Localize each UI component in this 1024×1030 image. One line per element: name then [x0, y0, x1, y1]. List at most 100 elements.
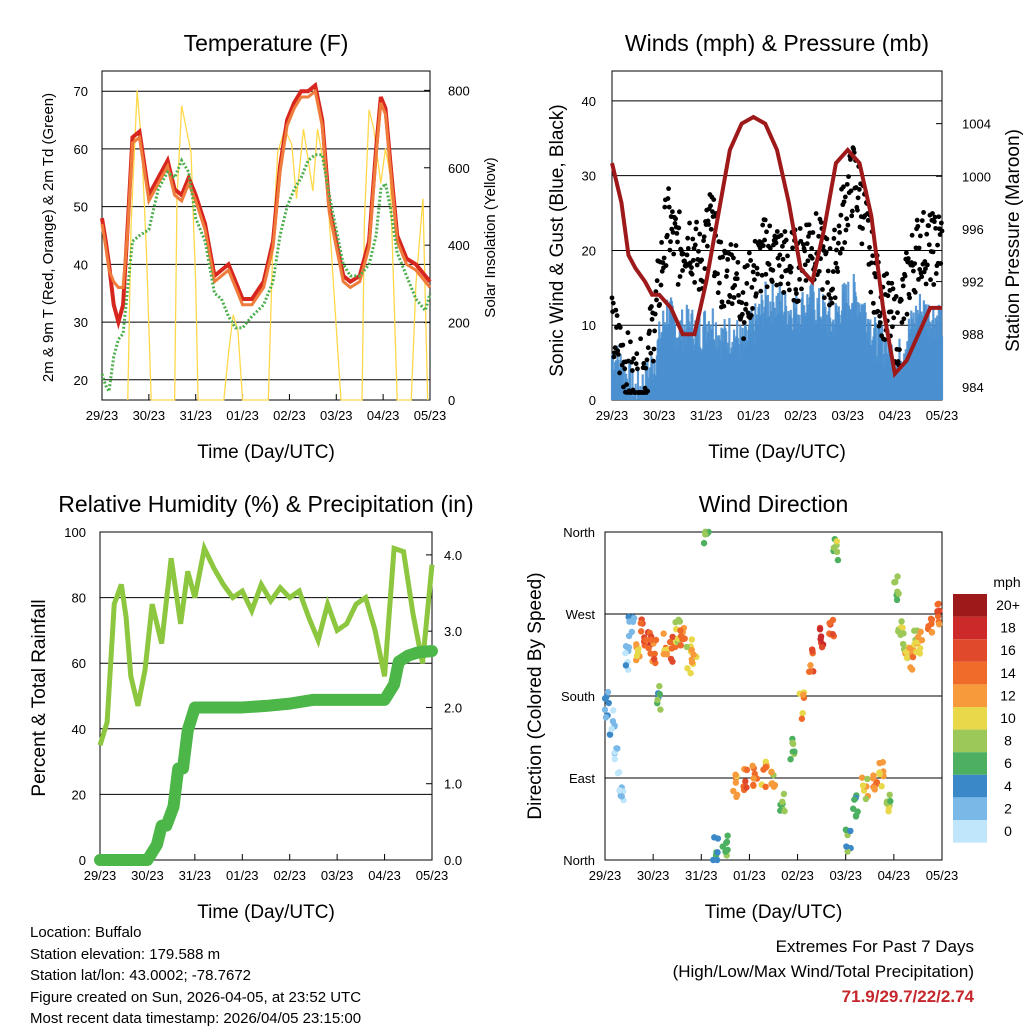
gust-point: [836, 223, 842, 229]
wind-direction-point: [916, 650, 924, 657]
gust-point: [916, 245, 922, 251]
wind-direction-point: [911, 627, 918, 634]
station-info: Location: Buffalo Station elevation: 179…: [30, 922, 361, 1030]
wind-direction-point: [909, 653, 917, 661]
wind-direction-point: [711, 834, 718, 841]
wind-direction-point: [614, 769, 622, 777]
gust-point: [677, 274, 683, 279]
gust-point: [670, 229, 676, 235]
wind-direction-point: [892, 578, 899, 586]
gust-point: [699, 257, 705, 263]
wind-direction-point: [637, 628, 645, 635]
colorbar-swatch: [953, 684, 987, 707]
station-elevation: Station elevation: 179.588 m: [30, 945, 221, 963]
wind-direction-point: [656, 682, 663, 690]
gust-point: [741, 336, 747, 342]
gust-point: [692, 280, 698, 285]
colorbar-label: 2: [1004, 800, 1012, 816]
x-tick-label-3: 29/23: [84, 868, 117, 883]
wind-direction-point: [669, 633, 676, 641]
gust-point: [891, 315, 897, 321]
gust-point: [785, 281, 791, 287]
gust-point: [622, 366, 628, 372]
colorbar-swatch: [953, 820, 987, 843]
x-tick-label-3: 05/23: [416, 868, 449, 883]
wind-direction-point: [604, 688, 612, 696]
gust-point: [667, 247, 673, 253]
gust-point: [783, 237, 789, 243]
gust-point: [919, 218, 925, 223]
wind-direction-point: [611, 755, 618, 763]
wind-direction-point: [899, 624, 906, 631]
y-tick-label-3: 0: [79, 853, 86, 868]
gust-point: [645, 345, 651, 351]
wind-direction-point: [847, 827, 854, 835]
wind-direction-series: [601, 528, 943, 864]
gust-point: [785, 253, 790, 259]
gust-point: [797, 226, 803, 231]
gust-point: [701, 234, 707, 240]
gust-point: [848, 188, 854, 194]
wind-direction-point: [935, 600, 942, 607]
gust-point: [687, 220, 692, 226]
gust-point: [933, 271, 939, 276]
x-tick-label-1: 30/23: [133, 408, 166, 423]
colorbar-label: 8: [1004, 733, 1012, 749]
x-tick-label-3: 04/23: [368, 868, 401, 883]
gust-point: [697, 231, 703, 237]
wind-direction-point: [749, 762, 756, 770]
gust-point: [931, 282, 937, 287]
wind-direction-point: [849, 805, 857, 812]
wind-direction-point: [654, 696, 661, 704]
gust-point: [672, 221, 678, 226]
gust-point: [629, 368, 635, 373]
y2-tick-label-3: 1.0: [444, 777, 462, 792]
colorbar-label: 12: [1000, 687, 1016, 703]
gust-point: [810, 230, 816, 235]
wind-direction-point: [871, 786, 878, 793]
gust-point: [615, 348, 621, 354]
gust-point: [790, 245, 795, 251]
y2-tick-label-3: 2.0: [444, 700, 462, 715]
colorbar-swatch: [953, 639, 987, 662]
wind-direction-point: [903, 654, 911, 661]
gust-point: [915, 223, 921, 229]
gust-point: [701, 238, 706, 244]
gust-point: [923, 266, 928, 272]
gust-point: [865, 217, 871, 223]
gust-point: [735, 259, 741, 265]
gust-point: [631, 356, 637, 361]
gust-point: [802, 262, 808, 268]
figure-created: Figure created on Sun, 2026-04-05, at 23…: [30, 988, 362, 1006]
x-tick-label-1: 01/23: [226, 408, 259, 423]
gust-point: [753, 291, 759, 297]
gust-point: [780, 243, 785, 249]
gust-point: [821, 295, 827, 301]
gust-point: [755, 271, 761, 277]
wind-direction-point: [791, 748, 798, 755]
gust-point: [877, 313, 883, 319]
gust-point: [704, 243, 710, 249]
gust-point: [877, 320, 883, 326]
gust-point: [690, 236, 696, 242]
wind-direction-point: [633, 641, 640, 648]
gust-point: [680, 268, 685, 273]
gust-point: [846, 174, 851, 179]
gust-point: [720, 254, 726, 260]
gust-point: [827, 246, 833, 251]
gust-point: [634, 351, 640, 357]
gust-point: [779, 274, 785, 280]
wind-direction-point: [762, 764, 769, 771]
gust-point: [905, 256, 911, 261]
wind-direction-point: [622, 649, 629, 657]
wind-direction-point: [622, 643, 630, 650]
gust-point: [788, 265, 794, 271]
gust-point: [782, 229, 788, 234]
gust-point: [740, 290, 746, 295]
gust-point: [904, 311, 910, 317]
gust-point: [680, 251, 686, 257]
gust-point: [658, 282, 664, 288]
gust-point: [734, 271, 740, 277]
gust-point: [898, 297, 904, 303]
y-tick-label-3: 60: [72, 656, 86, 671]
